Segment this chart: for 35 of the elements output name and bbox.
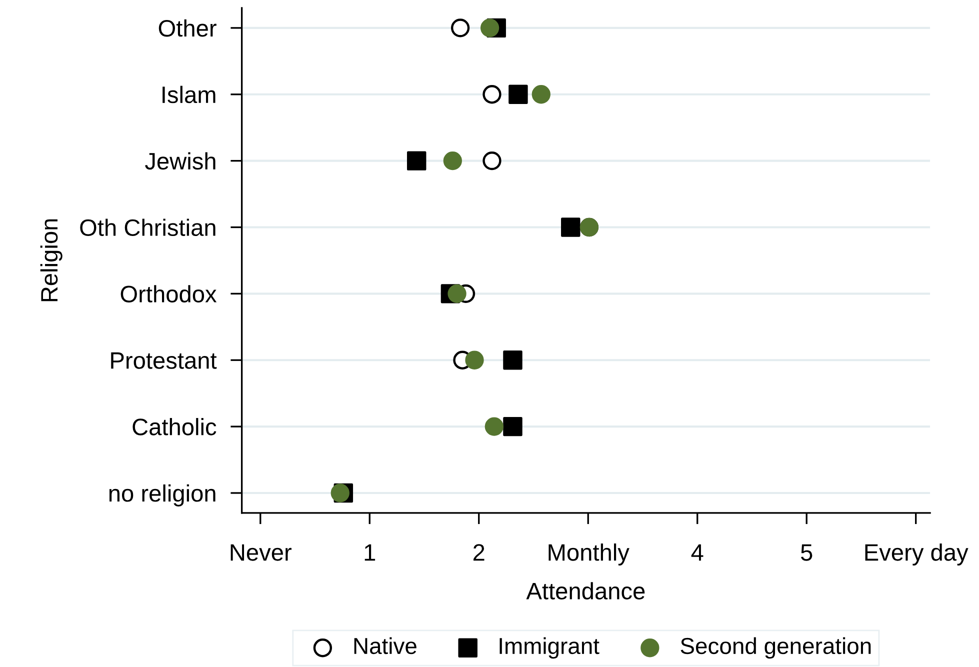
y-tick-label: Oth Christian bbox=[80, 218, 216, 236]
y-axis-title: Religion bbox=[40, 219, 62, 302]
point bbox=[561, 218, 580, 237]
point bbox=[508, 84, 528, 104]
x-tick-label: 4 bbox=[691, 544, 704, 561]
x-tick-label: 5 bbox=[800, 544, 812, 561]
point bbox=[450, 18, 470, 38]
y-tick-label: Orthodox bbox=[120, 285, 217, 302]
x-tick-label: Monthly bbox=[548, 543, 630, 566]
point bbox=[448, 284, 466, 304]
point bbox=[480, 18, 500, 38]
point bbox=[503, 416, 522, 436]
x-tick-label: Every day bbox=[865, 543, 968, 566]
x-tick-label: 2 bbox=[473, 544, 484, 561]
y-tick-label: Catholic bbox=[132, 418, 216, 436]
x-tick-label: 1 bbox=[364, 544, 376, 561]
point bbox=[532, 85, 550, 104]
legend-label: Native bbox=[354, 637, 416, 654]
x-axis-title: Attendance bbox=[526, 582, 645, 600]
point bbox=[503, 350, 522, 370]
y-tick-label: Protestant bbox=[111, 352, 217, 369]
point bbox=[330, 484, 350, 502]
point bbox=[443, 151, 462, 170]
point bbox=[482, 151, 502, 170]
y-tick-label: no religion bbox=[109, 484, 216, 506]
y-tick-label: Islam bbox=[162, 86, 216, 104]
y-tick-label: Jewish bbox=[145, 152, 216, 170]
point bbox=[484, 417, 504, 436]
y-tick-label: Other bbox=[158, 19, 216, 37]
point bbox=[465, 350, 484, 370]
point bbox=[482, 85, 502, 104]
x-tick-label: Never bbox=[230, 544, 292, 561]
legend-label: Immigrant bbox=[500, 637, 600, 659]
point bbox=[406, 151, 426, 170]
legend-label: Second generation bbox=[680, 637, 871, 659]
